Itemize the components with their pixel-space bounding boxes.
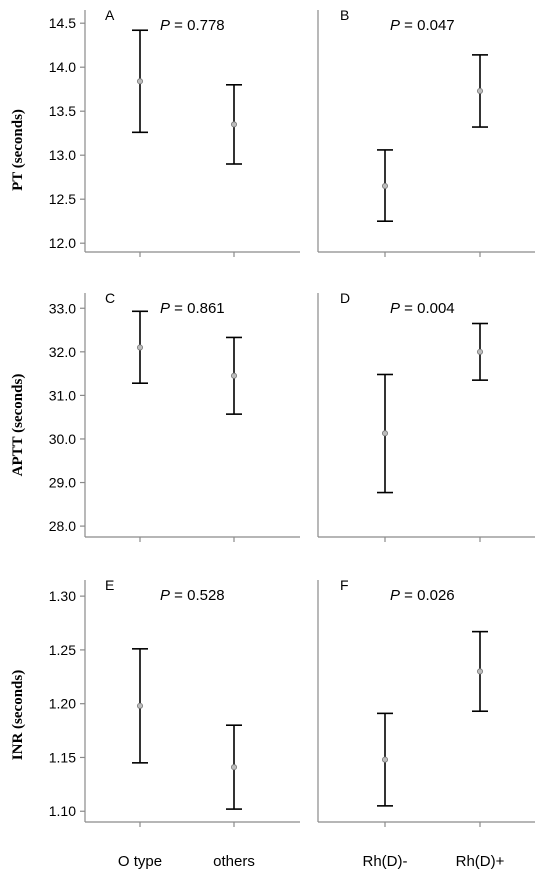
- panel-a: A P = 0.778 12.0 12.5 13.0 13.5 14.0 14.5: [49, 7, 300, 257]
- panel-e-letter: E: [105, 577, 114, 593]
- panel-f-mean-point: [476, 668, 483, 675]
- panel-b-y-ticks: [384, 252, 481, 257]
- y-axis-title-aptt: APTT (seconds): [10, 374, 26, 477]
- panel-a-y-tick-label: 14.5: [49, 15, 76, 31]
- panel-b-letter: B: [340, 7, 349, 23]
- panel-c-letter: C: [105, 290, 115, 306]
- panel-a-letter: A: [105, 7, 115, 23]
- panel-c-marks: [132, 310, 242, 415]
- panel-e-marks: [132, 648, 242, 810]
- panel-e-y-tick-label: 1.20: [49, 696, 76, 712]
- x-label-o-type: O type: [118, 853, 162, 870]
- panel-e-y-tick-label: 1.10: [49, 803, 76, 819]
- panel-d-y-ticks: [384, 537, 481, 542]
- panel-f-p-value: P = 0.026: [390, 587, 455, 604]
- panel-c: C P = 0.861 28.0 29.0 30.0 31.0 32.0 33.0: [49, 290, 300, 542]
- panel-d-mean-point: [381, 430, 388, 437]
- panel-b-marks: [377, 54, 488, 222]
- y-axis-title-pt: PT (seconds): [10, 109, 26, 191]
- panel-f-letter: F: [340, 577, 349, 593]
- panel-a-y-tick-label: 13.5: [49, 103, 76, 119]
- panel-e-p-value: P = 0.528: [160, 587, 225, 604]
- panel-d-letter: D: [340, 290, 350, 306]
- panel-b-p-value: P = 0.047: [390, 17, 455, 34]
- panel-b-mean-point: [476, 87, 483, 94]
- panel-c-y-ticks: 28.0 29.0 30.0 31.0 32.0 33.0: [49, 300, 235, 542]
- panel-c-mean-point: [136, 344, 143, 351]
- panel-a-y-tick-label: 12.5: [49, 191, 76, 207]
- panel-c-mean-point: [230, 372, 237, 379]
- panel-d: D P = 0.004: [317, 290, 535, 542]
- panel-f: F P = 0.026: [317, 577, 535, 827]
- panel-e-y-tick-label: 1.30: [49, 588, 76, 604]
- panel-a-mean-point: [136, 78, 143, 85]
- panel-a-y-tick-label: 13.0: [49, 147, 76, 163]
- x-label-rhd-positive: Rh(D)+: [456, 853, 505, 870]
- panel-b-mean-point: [381, 182, 388, 189]
- panel-e-y-tick-label: 1.15: [49, 749, 76, 765]
- panel-b: B P = 0.047: [317, 7, 535, 257]
- panel-c-y-tick-label: 28.0: [49, 518, 76, 534]
- panel-a-p-value: P = 0.778: [160, 17, 225, 34]
- panel-a-y-tick-label: 12.0: [49, 235, 76, 251]
- panel-e-mean-point: [230, 764, 237, 771]
- panel-d-marks: [377, 322, 488, 494]
- panel-c-y-tick-label: 33.0: [49, 300, 76, 316]
- panel-f-mean-point: [381, 756, 388, 763]
- panel-a-y-ticks: 12.0 12.5 13.0 13.5 14.0 14.5: [49, 15, 235, 257]
- panel-c-y-tick-label: 30.0: [49, 431, 76, 447]
- y-axis-title-inr: INR (seconds): [10, 670, 26, 760]
- panel-f-marks: [377, 630, 488, 807]
- panel-e: E P = 0.528 1.10 1.15 1.20 1.25 1.30: [49, 577, 300, 827]
- panel-c-p-value: P = 0.861: [160, 300, 225, 317]
- panel-c-y-tick-label: 31.0: [49, 387, 76, 403]
- panel-d-mean-point: [476, 348, 483, 355]
- x-label-others: others: [213, 853, 255, 870]
- panel-c-y-tick-label: 29.0: [49, 475, 76, 491]
- panel-a-mean-point: [230, 121, 237, 128]
- panel-c-y-tick-label: 32.0: [49, 344, 76, 360]
- panel-a-marks: [132, 29, 242, 165]
- panel-f-y-ticks: [384, 822, 481, 827]
- panel-e-y-tick-label: 1.25: [49, 642, 76, 658]
- panel-d-p-value: P = 0.004: [390, 300, 455, 317]
- panel-e-y-ticks: 1.10 1.15 1.20 1.25 1.30: [49, 588, 235, 827]
- panel-e-mean-point: [136, 702, 143, 709]
- panel-a-y-tick-label: 14.0: [49, 59, 76, 75]
- x-label-rhd-negative: Rh(D)-: [363, 853, 408, 870]
